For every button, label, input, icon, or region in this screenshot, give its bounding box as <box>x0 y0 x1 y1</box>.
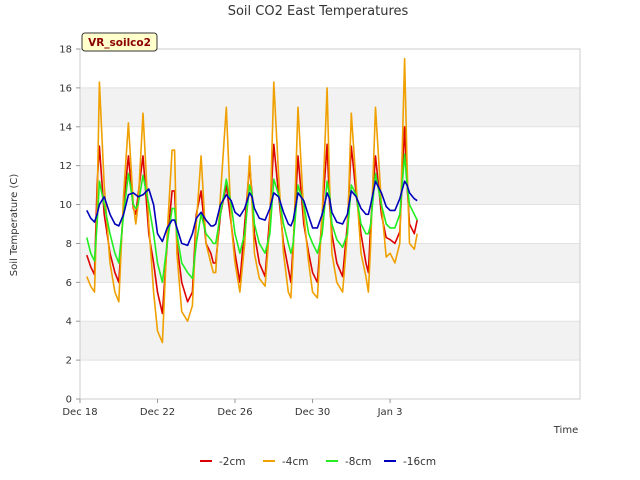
site-label-background <box>81 32 158 52</box>
legend: -2cm -4cm -8cm -16cm <box>200 456 436 468</box>
y-tick-label: 10 <box>59 200 72 211</box>
series-line-16cm <box>86 180 418 247</box>
y-tick-label: 4 <box>66 317 72 328</box>
site-label-box: VR_soilco2 <box>81 32 158 52</box>
y-axis-label: Soil Temperature (C) <box>9 174 20 277</box>
legend-label: -8cm <box>345 456 371 468</box>
legend-label: -4cm <box>282 456 308 468</box>
grid-band <box>80 87 580 127</box>
x-tick-label: Dec 26 <box>217 407 252 418</box>
x-tick-label: Jan 3 <box>377 407 403 418</box>
x-axis-ticks: Dec 18 Dec 22 Dec 26 Dec 30 Jan 3 <box>62 399 403 418</box>
legend-label: -16cm <box>403 456 436 468</box>
y-tick-label: 0 <box>66 395 72 406</box>
grid-band <box>80 321 580 361</box>
plot-frame <box>79 48 581 400</box>
y-axis-ticks: 0 2 4 6 8 10 12 14 16 18 <box>59 45 80 406</box>
x-tick-label: Dec 22 <box>140 407 175 418</box>
x-axis-label: Time <box>553 425 578 436</box>
x-tick-label: Dec 30 <box>295 407 330 418</box>
y-tick-label: 12 <box>59 161 72 172</box>
grid-bands <box>80 48 580 400</box>
series-lines <box>86 57 418 344</box>
legend-label: -2cm <box>219 456 245 468</box>
y-tick-label: 2 <box>66 356 72 367</box>
series-line-8cm <box>86 153 418 284</box>
y-tick-label: 16 <box>59 83 72 94</box>
y-tick-label: 8 <box>66 239 72 250</box>
y-tick-label: 18 <box>59 45 72 56</box>
chart-title: Soil CO2 East Temperatures <box>228 4 409 19</box>
y-tick-label: 14 <box>59 122 72 133</box>
y-tick-label: 6 <box>66 278 72 289</box>
site-label: VR_soilco2 <box>88 37 151 49</box>
x-tick-label: Dec 18 <box>62 407 97 418</box>
